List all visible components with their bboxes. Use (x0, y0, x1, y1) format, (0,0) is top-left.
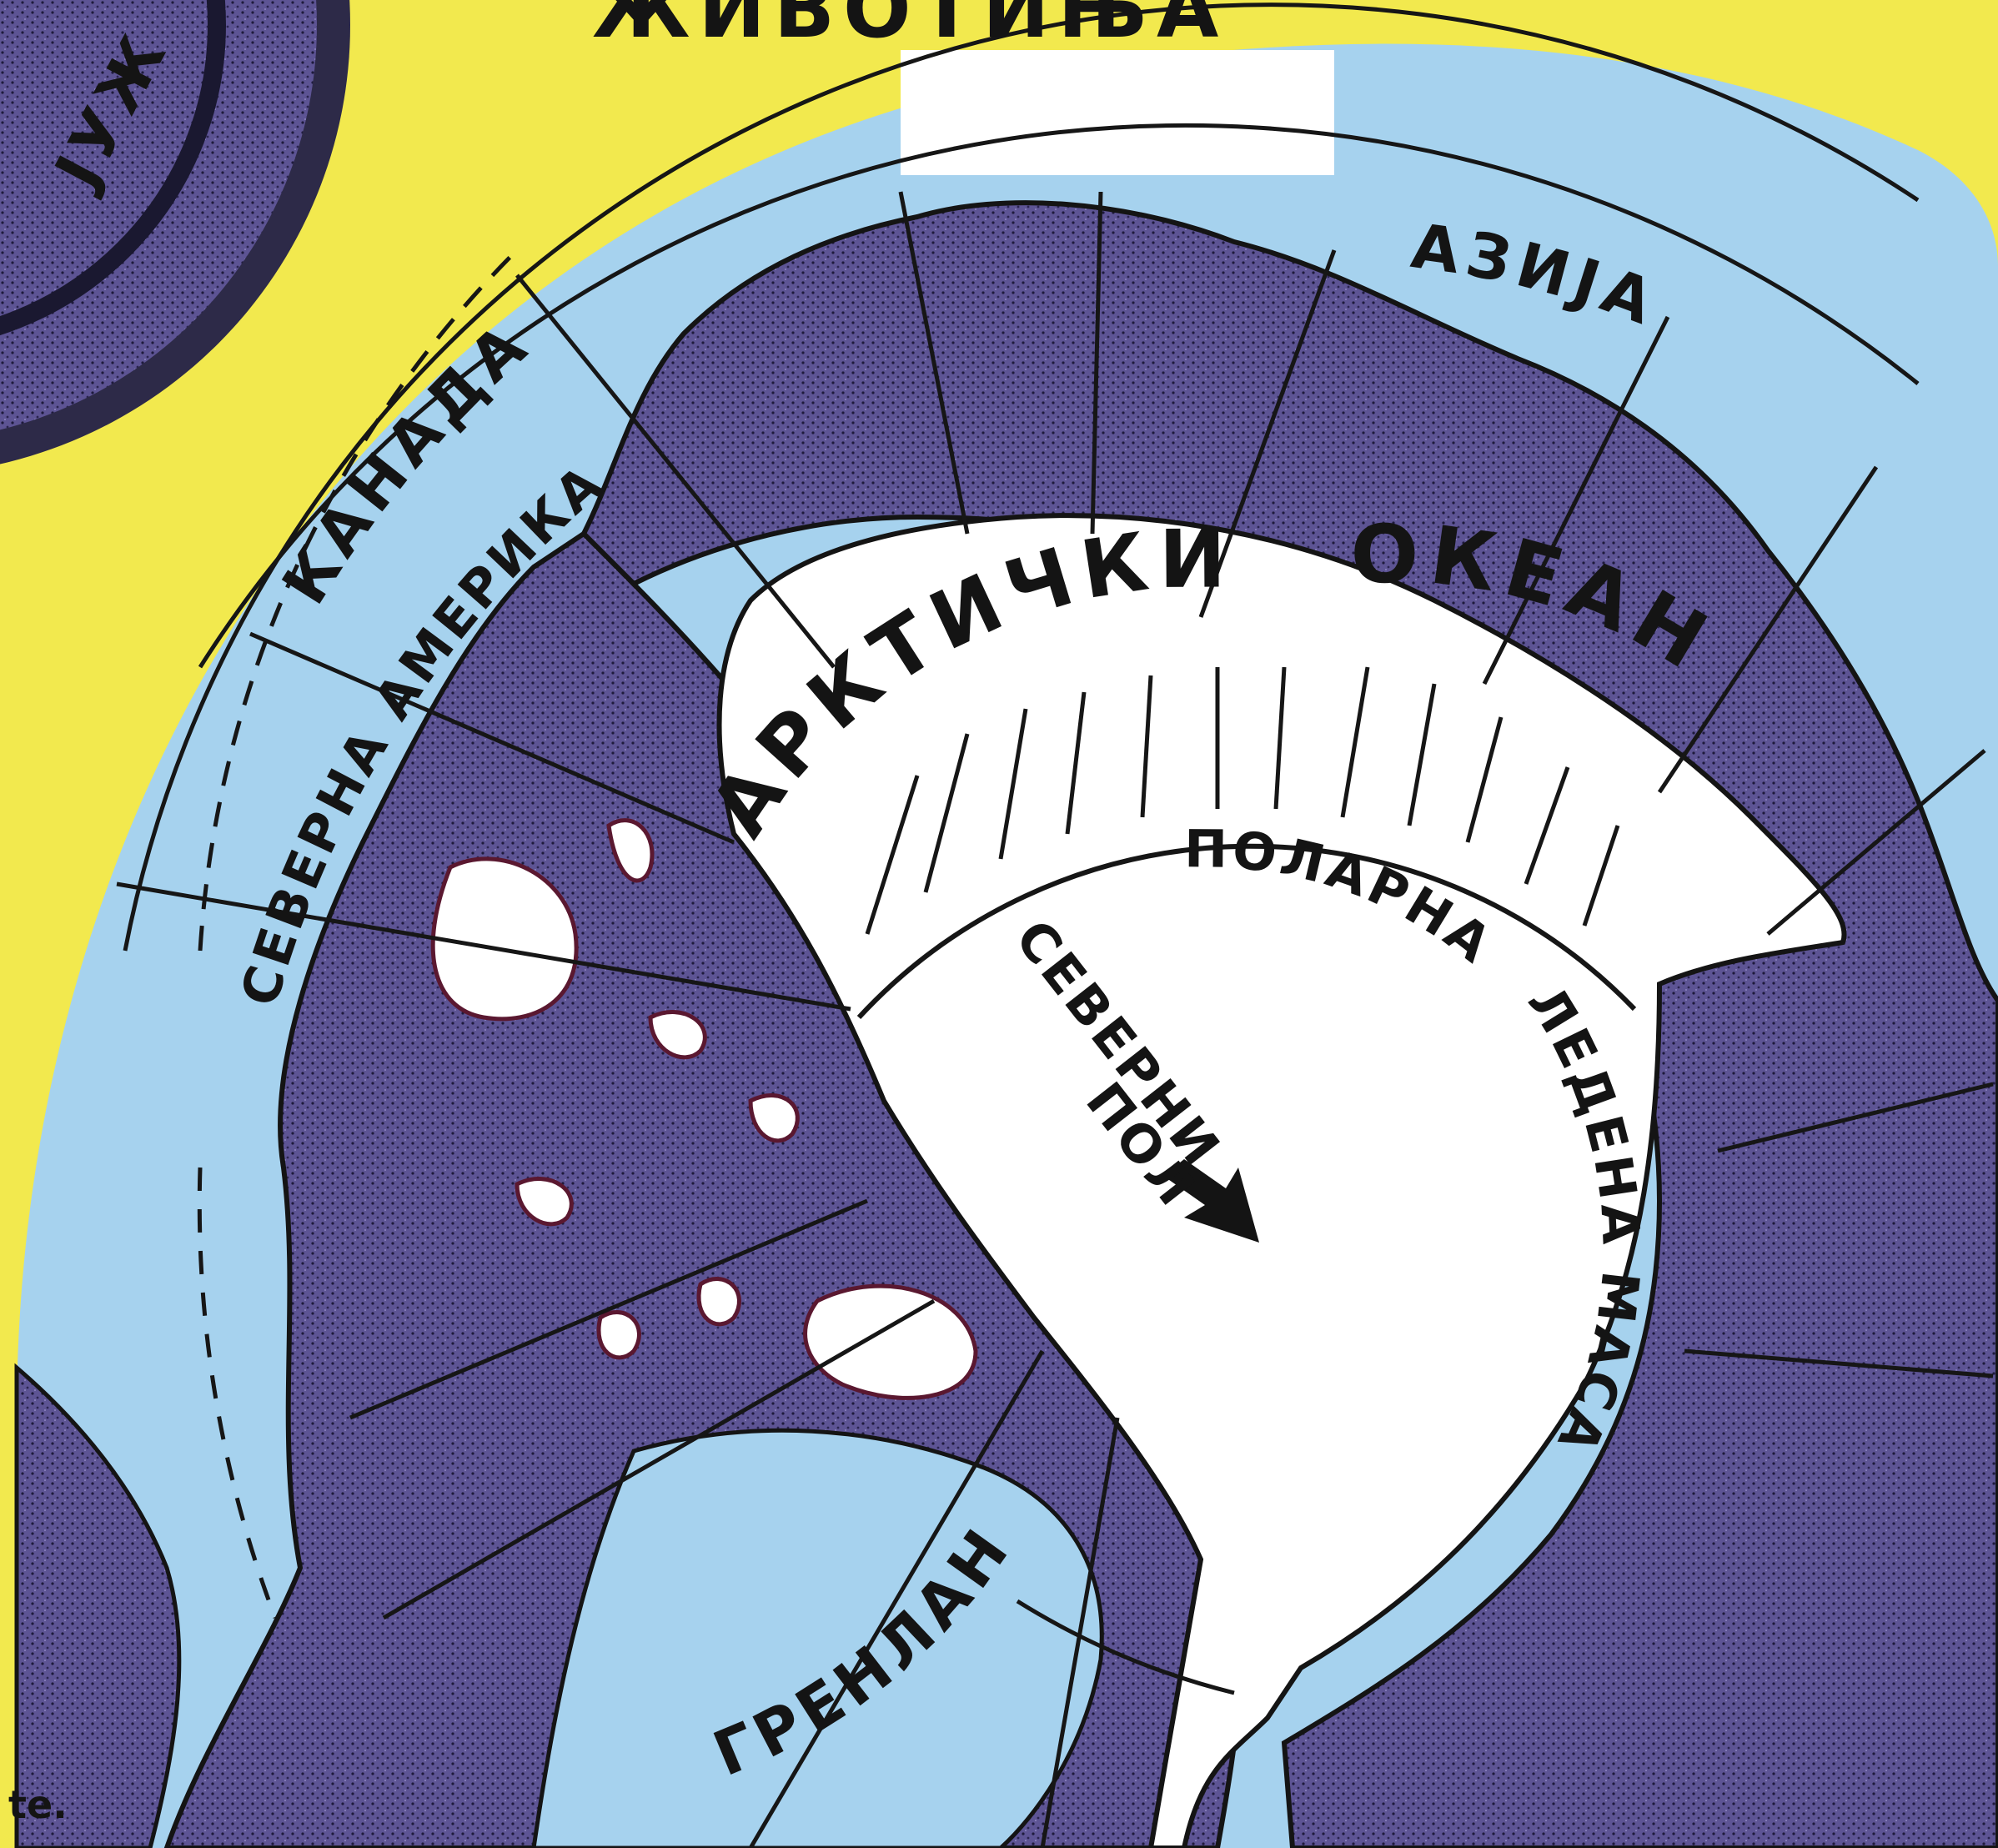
north-pole-arrow (1163, 1159, 1259, 1243)
corner-fragment-label: te. (8, 1782, 68, 1827)
top-notch (901, 50, 1334, 175)
archipelago-ice (430, 818, 978, 1400)
graticule (116, 3, 1994, 1848)
header-text: ЖИВОТИЊА (592, 0, 1227, 56)
asia-landmass (580, 200, 1998, 1848)
bottom-left-landmass (14, 1363, 182, 1848)
adjacent-globe: ЈУЖ (0, 0, 350, 465)
greenland-shelf (531, 1428, 1104, 1848)
